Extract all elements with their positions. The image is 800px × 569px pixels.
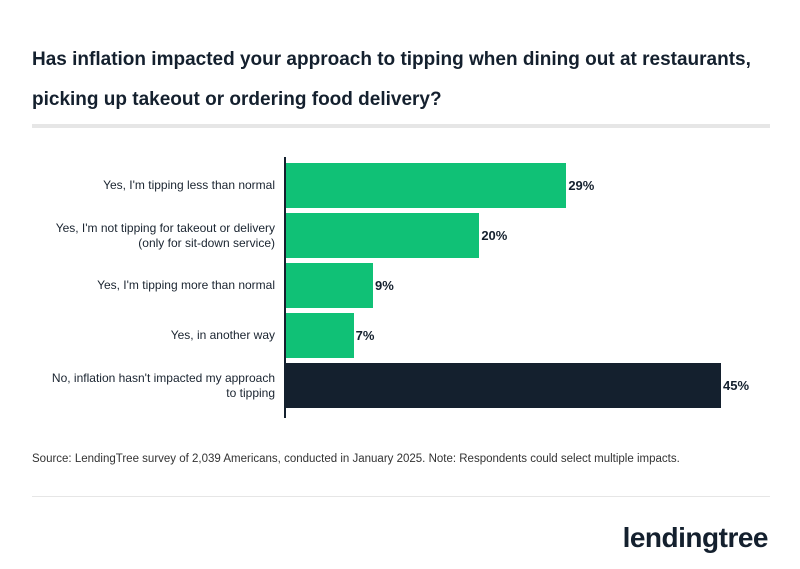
value-label: 7% — [355, 328, 375, 343]
value-label: 29% — [568, 178, 595, 193]
bar — [286, 263, 373, 308]
category-label: Yes, I'm tipping less than normal — [103, 178, 275, 192]
value-label: 9% — [375, 278, 394, 293]
category-label: Yes, I'm tipping more than normal — [97, 278, 275, 292]
bar — [286, 363, 721, 408]
logo: lendingtree — [622, 522, 769, 553]
source-note: Source: LendingTree survey of 2,039 Amer… — [32, 453, 680, 465]
axis-line — [284, 157, 286, 418]
value-label: 20% — [481, 228, 508, 243]
category-label: Yes, in another way — [170, 328, 275, 342]
category-label: No, inflation hasn't impacted my approac… — [51, 370, 275, 400]
bar — [286, 313, 354, 358]
bar — [286, 213, 480, 258]
value-label: 45% — [723, 378, 750, 393]
divider — [32, 496, 770, 497]
category-label: Yes, I'm not tipping for takeout or deli… — [55, 220, 275, 250]
bar — [286, 163, 567, 208]
divider — [32, 124, 770, 128]
chart-title: Has inflation impacted your approach to … — [32, 49, 751, 110]
